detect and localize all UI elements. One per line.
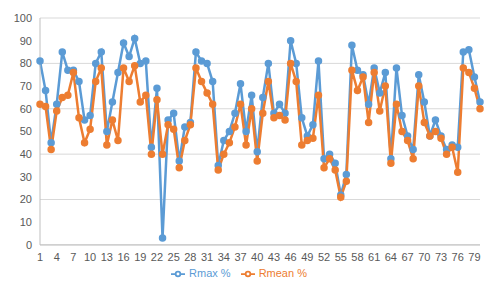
svg-text:67: 67 bbox=[401, 251, 413, 263]
svg-text:60: 60 bbox=[20, 103, 32, 115]
svg-text:1: 1 bbox=[37, 251, 43, 263]
svg-text:58: 58 bbox=[351, 251, 363, 263]
svg-text:55: 55 bbox=[335, 251, 347, 263]
svg-text:30: 30 bbox=[20, 171, 32, 183]
svg-text:10: 10 bbox=[84, 251, 96, 263]
svg-text:16: 16 bbox=[117, 251, 129, 263]
svg-text:70: 70 bbox=[418, 251, 430, 263]
svg-text:64: 64 bbox=[385, 251, 397, 263]
svg-text:43: 43 bbox=[268, 251, 280, 263]
svg-text:22: 22 bbox=[151, 251, 163, 263]
svg-text:19: 19 bbox=[134, 251, 146, 263]
svg-text:79: 79 bbox=[468, 251, 480, 263]
svg-text:28: 28 bbox=[184, 251, 196, 263]
svg-text:0: 0 bbox=[26, 239, 32, 251]
svg-text:80: 80 bbox=[20, 57, 32, 69]
svg-text:61: 61 bbox=[368, 251, 380, 263]
svg-text:31: 31 bbox=[201, 251, 213, 263]
svg-text:70: 70 bbox=[20, 80, 32, 92]
svg-text:100: 100 bbox=[14, 12, 32, 24]
svg-text:46: 46 bbox=[285, 251, 297, 263]
svg-text:90: 90 bbox=[20, 35, 32, 47]
svg-text:37: 37 bbox=[234, 251, 246, 263]
html-text:Rmax %: Rmax % bbox=[189, 266, 231, 279]
svg-text:4: 4 bbox=[54, 251, 60, 263]
svg-text:40: 40 bbox=[20, 148, 32, 160]
svg-text:52: 52 bbox=[318, 251, 330, 263]
svg-text:40: 40 bbox=[251, 251, 263, 263]
svg-text:73: 73 bbox=[435, 251, 447, 263]
svg-text:49: 49 bbox=[301, 251, 313, 263]
svg-text:34: 34 bbox=[218, 251, 230, 263]
svg-text:50: 50 bbox=[20, 125, 32, 137]
svg-text:13: 13 bbox=[101, 251, 113, 263]
svg-text:10: 10 bbox=[20, 216, 32, 228]
html-text:Rmean %: Rmean % bbox=[258, 266, 307, 279]
svg-text:7: 7 bbox=[70, 251, 76, 263]
svg-text:25: 25 bbox=[168, 251, 180, 263]
svg-text:20: 20 bbox=[20, 193, 32, 205]
svg-text:76: 76 bbox=[452, 251, 464, 263]
